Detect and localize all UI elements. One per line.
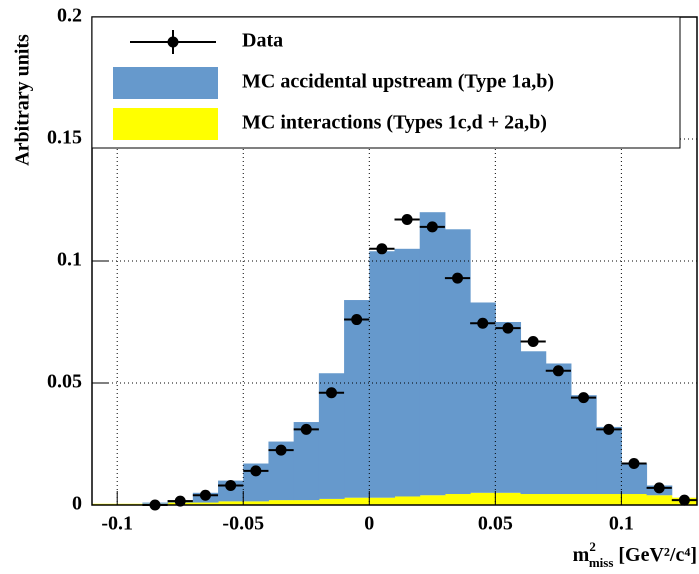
bar [218, 501, 244, 505]
bar [495, 492, 522, 505]
data-point [250, 465, 262, 477]
bar [394, 496, 421, 505]
data-point [275, 444, 287, 456]
data-point [603, 423, 615, 435]
legend-label: Data [242, 30, 283, 52]
x-tick-label: 0 [364, 513, 374, 535]
data-point [578, 392, 590, 404]
data-point [174, 495, 186, 507]
data-point [325, 387, 337, 399]
legend-swatch [113, 108, 218, 140]
y-tick-label: 0.1 [57, 249, 82, 271]
legend-marker [167, 36, 179, 48]
bar [596, 426, 622, 495]
bar [318, 498, 345, 505]
data-point [502, 322, 514, 334]
plot-area [92, 212, 698, 505]
x-label-sup: 2 [589, 539, 596, 554]
bar [444, 494, 471, 505]
y-tick-label: 0.15 [47, 127, 82, 149]
bar [192, 502, 219, 505]
bar [495, 322, 522, 493]
data-point [678, 494, 690, 506]
bar [419, 212, 446, 496]
x-tick-label: 0.05 [478, 513, 513, 535]
bar [545, 363, 572, 495]
bar [419, 495, 446, 505]
data-point [300, 423, 312, 435]
x-tick-label: 0.1 [609, 513, 634, 535]
bar [646, 495, 673, 505]
bar [520, 351, 547, 495]
bar [545, 494, 572, 505]
bar [470, 492, 496, 505]
data-point [225, 479, 237, 491]
bar [344, 300, 370, 498]
data-point [376, 243, 388, 255]
bar [621, 494, 648, 505]
bar [570, 494, 597, 505]
bar [344, 497, 370, 505]
legend-swatch [113, 67, 218, 99]
legend-label: MC interactions (Types 1c,d + 2a,b) [242, 112, 547, 134]
bar [520, 494, 547, 505]
y-axis-label: Arbitrary units [12, 34, 34, 166]
data-point [351, 314, 363, 326]
y-tick-label: 0 [72, 493, 82, 515]
bar [268, 500, 295, 505]
y-tick-label: 0.2 [57, 5, 82, 27]
bar [369, 251, 395, 498]
x-label-sub: miss [589, 555, 614, 570]
bar [470, 302, 496, 493]
data-point [527, 336, 539, 348]
data-point [552, 365, 564, 377]
bar [394, 248, 421, 497]
bar [570, 395, 597, 495]
x-tick-label: -0.1 [101, 513, 133, 535]
legend-label: MC accidental upstream (Type 1a,b) [242, 71, 554, 93]
x-tick-label: -0.05 [222, 513, 264, 535]
bar [293, 422, 320, 501]
data-point [149, 499, 161, 511]
bar [243, 501, 269, 505]
data-point [653, 482, 665, 494]
bar [369, 497, 395, 505]
bar [444, 229, 471, 495]
data-point [628, 458, 640, 470]
x-label-unit: [GeV²/c⁴] [618, 544, 697, 566]
x-label-base: m [573, 544, 590, 566]
data-point [401, 214, 413, 226]
data-point [426, 221, 438, 233]
bar [596, 494, 622, 505]
data-point [477, 317, 489, 329]
data-point [199, 489, 211, 501]
bar [293, 500, 320, 505]
y-tick-label: 0.05 [47, 371, 82, 393]
data-point [452, 272, 464, 284]
x-axis-label: m2 miss [GeV²/c⁴] [573, 539, 697, 570]
